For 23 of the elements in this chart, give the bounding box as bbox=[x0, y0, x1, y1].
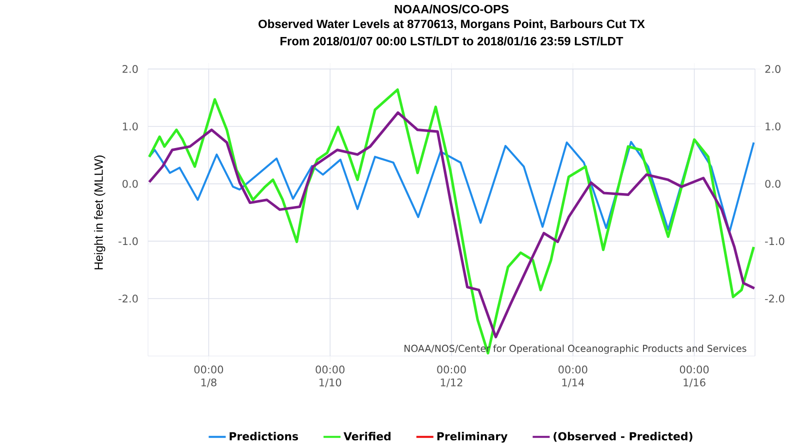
y2-tick-label: 2.0 bbox=[765, 65, 780, 73]
text: From 2018/01/07 00:00 LST/LDT to 2018/01/16 23:59 LST/LDT bbox=[280, 36, 624, 46]
chart-subtitle: Observed Water Levels at 8770613, Morgans Point, Barbours Cut TX bbox=[258, 19, 645, 31]
legend-label: Preliminary bbox=[437, 432, 508, 443]
y-tick-label: 2.0 bbox=[122, 65, 138, 73]
x-tick-label: 00:00 1/8 bbox=[194, 366, 224, 388]
y-tick-label: 1.0 bbox=[122, 122, 138, 130]
x-tick-label: 00:00 1/10 bbox=[316, 366, 344, 388]
y2-tick-label: -1.0 bbox=[765, 237, 784, 246]
legend-label: (Observed - Predicted) bbox=[554, 432, 692, 442]
y2-tick-label: 1.0 bbox=[766, 122, 780, 130]
legend-label: Verified bbox=[344, 432, 390, 440]
chart-title: NOAA/NOS/CO-OPS bbox=[394, 4, 508, 14]
y-tick-label: 0.0 bbox=[122, 180, 138, 188]
x-tick-label: 00:00 1/16 bbox=[680, 366, 709, 388]
y-tick-label: -1.0 bbox=[118, 237, 138, 246]
y2-tick-label: 0.0 bbox=[765, 180, 780, 188]
y-tick-label: -2.0 bbox=[118, 294, 138, 303]
y2-tick-label: -2.0 bbox=[765, 294, 784, 303]
x-tick-label: 00:00 1/12 bbox=[437, 366, 466, 388]
y-axis-title: Height in feet (MLLW) bbox=[94, 156, 106, 270]
legend-label: Predictions bbox=[230, 432, 298, 440]
x-tick-label: 00:00 1/14 bbox=[558, 366, 588, 388]
